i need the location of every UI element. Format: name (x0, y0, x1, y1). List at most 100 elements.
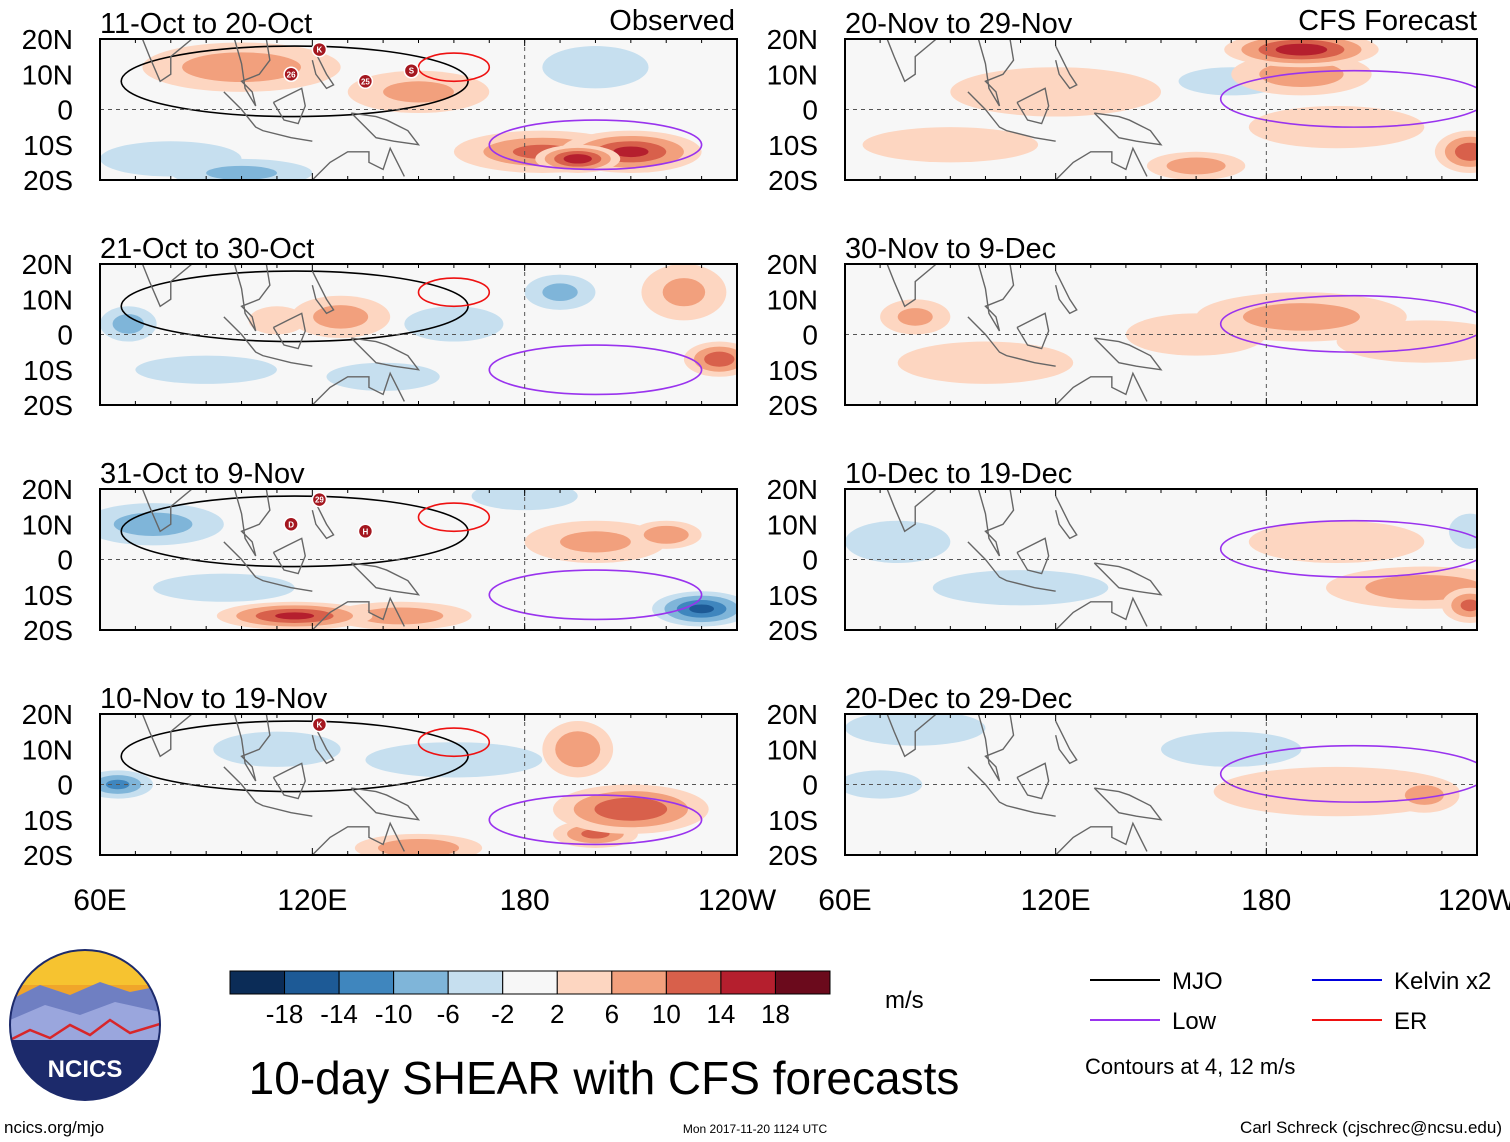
er-contour (417, 502, 491, 533)
colorbar-swatch (338, 970, 395, 995)
contour-lines (1219, 744, 1477, 803)
y-tick-label: 10N (22, 59, 73, 90)
panel-ticks (844, 264, 1478, 405)
coast-new-guinea (350, 787, 421, 821)
y-tick-label: 20N (767, 249, 818, 280)
coast-australia (311, 146, 405, 180)
coast-indochina (233, 39, 271, 107)
shear-mark (404, 306, 504, 342)
coastline (885, 489, 1163, 630)
ncics-logo: NCICS (9, 949, 161, 1101)
coast-australia (1055, 821, 1148, 855)
y-tick-label: 20N (767, 474, 818, 505)
coast-india (141, 489, 194, 533)
coast-borneo (1016, 87, 1050, 125)
colorbar-swatch (229, 970, 286, 995)
coast-new-guinea (1093, 562, 1163, 596)
shear-mark (662, 278, 706, 307)
contour-lines (120, 720, 703, 846)
contour-lines (120, 45, 703, 171)
storm-marker-label: H (363, 527, 369, 536)
storm-marker-label: 29 (315, 496, 324, 505)
storm-marker-dot (311, 491, 328, 508)
storm-marker: S (403, 62, 420, 79)
panel-3: 29 D H 31-Oct to 9-Nov 20N 10N 0 10S 20S (22, 458, 738, 646)
legend-label: Kelvin x2 (1394, 968, 1491, 995)
y-tick-label: 20S (23, 165, 73, 196)
shear-mark (365, 742, 543, 778)
panel-ticks (99, 264, 738, 405)
low-contour (488, 794, 703, 846)
coast-sumatra-java (967, 541, 1056, 592)
main-title: 10-day SHEAR with CFS forecasts (249, 1052, 960, 1104)
coast-borneo (1016, 762, 1050, 800)
coast-india (885, 714, 938, 758)
panel-period-title: 21-Oct to 30-Oct (100, 233, 314, 265)
x-tick-label: 120E (1021, 884, 1091, 917)
y-tick-label: 0 (802, 320, 818, 351)
colorbar-tick: -18 (266, 999, 304, 1029)
panel-period-title: 11-Oct to 20-Oct (100, 8, 312, 40)
panel-1: K 26 25 S 11-Oct to 20-Oct 20N 10N 0 10S 20S (22, 8, 738, 196)
coast-sumatra-java (967, 766, 1056, 817)
storm-marker-label: 25 (361, 77, 370, 86)
shear-mark (1259, 61, 1344, 87)
shear-mark (689, 604, 714, 614)
shear-mark (704, 351, 735, 367)
mjo-contour (120, 495, 469, 568)
colorbar-swatch (774, 970, 831, 995)
y-tick-label: 0 (802, 770, 818, 801)
contour-lines (1219, 294, 1477, 353)
panel-ticks (99, 39, 738, 180)
shear-mark (594, 797, 668, 821)
y-tick-label: 0 (57, 545, 73, 576)
storm-marker-label: D (288, 520, 294, 529)
shear-mark (153, 573, 295, 602)
coast-philippines (311, 720, 335, 765)
y-tick-label: 20N (767, 699, 818, 730)
coast-philippines (1054, 495, 1078, 540)
coast-indochina (977, 39, 1015, 107)
y-tick-label: 10S (768, 580, 818, 611)
storm-marker-dot (283, 516, 299, 532)
y-tick-label: 10N (22, 734, 73, 765)
coast-india (885, 39, 938, 83)
y-tick-label: 20S (23, 840, 73, 871)
y-tick-label: 10S (23, 130, 73, 161)
shear-mark (1275, 43, 1328, 56)
shear-mark (313, 305, 369, 329)
shear-mark (643, 525, 689, 544)
storm-marker: 25 (357, 73, 374, 90)
shear-mark (613, 146, 649, 158)
colorbar-tick: -2 (491, 999, 514, 1029)
forecast-label: CFS Forecast (1298, 5, 1477, 37)
colorbar-tick: 18 (761, 999, 790, 1029)
y-tick-label: 10N (22, 509, 73, 540)
y-tick-label: 20S (23, 615, 73, 646)
legend-label: ER (1394, 1008, 1427, 1035)
storm-marker: D (283, 516, 299, 532)
low-contour (1219, 69, 1477, 128)
er-contour (417, 727, 491, 758)
shear-mark (112, 314, 145, 334)
y-tick-label: 0 (802, 95, 818, 126)
coast-australia (311, 371, 405, 405)
y-tick-label: 20S (768, 390, 818, 421)
shear-field (100, 264, 737, 405)
colorbar-swatch (720, 970, 776, 995)
coast-sumatra-java (223, 91, 313, 142)
colorbar-swatch (556, 970, 613, 995)
coast-philippines (311, 495, 335, 540)
coast-borneo (272, 537, 306, 575)
coastline (141, 264, 421, 405)
coast-australia (1055, 596, 1148, 630)
coast-australia (311, 596, 405, 630)
coast-new-guinea (1093, 112, 1163, 146)
colorbar-swatch (393, 970, 449, 995)
shear-field (100, 714, 737, 855)
colorbar-tick: 2 (550, 999, 564, 1029)
coast-new-guinea (1093, 337, 1163, 371)
er-contour (417, 52, 491, 83)
shear-mark (542, 46, 649, 89)
colorbar-swatch (447, 970, 504, 995)
